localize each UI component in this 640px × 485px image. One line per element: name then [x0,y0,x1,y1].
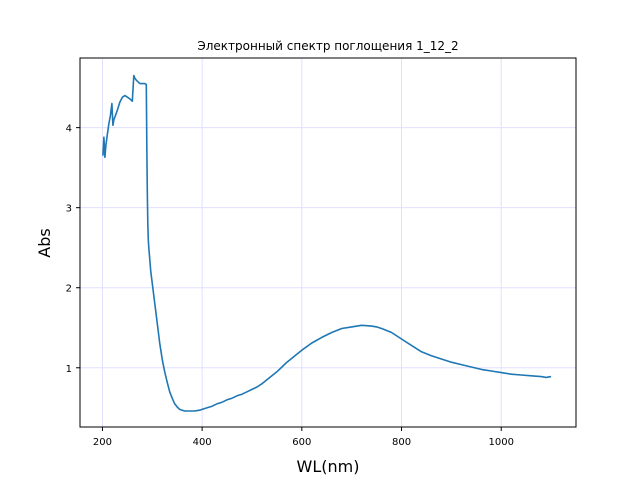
series-line [102,74,552,412]
chart-title: Электронный спектр поглощения 1_12_2 [197,39,458,53]
x-axis: 200 400 600 800 1000 [93,427,514,448]
x-tick-label: 600 [292,437,311,448]
grid [80,58,576,427]
x-axis-label: WL(nm) [297,457,360,476]
y-tick-label: 2 [66,284,72,295]
y-tick-label: 4 [66,124,72,135]
x-tick-label: 800 [392,437,411,448]
y-tick-label: 1 [66,364,72,375]
plot-frame [79,57,577,428]
series-layer [102,74,552,412]
x-tick-label: 400 [193,437,212,448]
x-tick-label: 1000 [488,437,513,448]
x-tick-label: 200 [93,437,112,448]
y-tick-label: 3 [66,204,72,215]
y-axis-label: Abs [35,228,54,257]
y-axis: 1 2 3 4 [66,124,80,375]
